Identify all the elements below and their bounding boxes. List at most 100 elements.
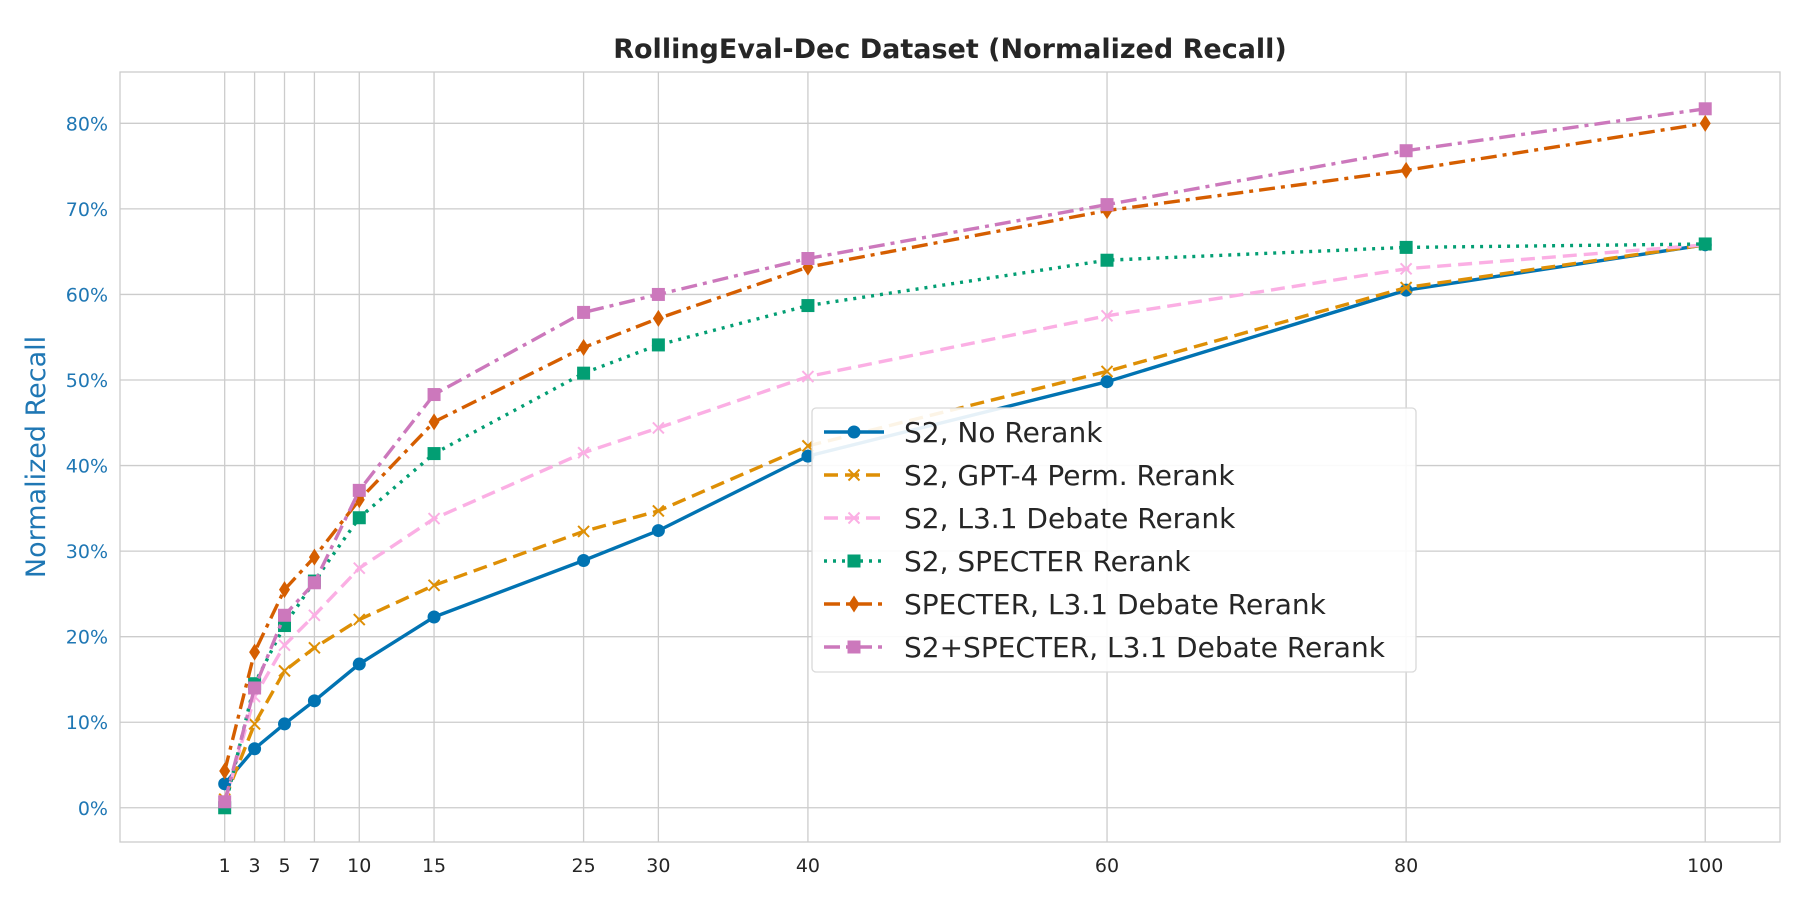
data-point xyxy=(577,305,591,319)
data-point xyxy=(278,639,291,652)
legend-entry: S2, SPECTER Rerank xyxy=(824,545,1191,578)
data-point xyxy=(578,338,590,356)
data-point xyxy=(577,366,591,380)
y-tick-label: 20% xyxy=(66,627,108,649)
data-point xyxy=(801,449,815,463)
data-point xyxy=(248,742,262,756)
x-tick-label: 100 xyxy=(1687,855,1723,877)
x-tick-label: 10 xyxy=(347,855,371,877)
y-tick-label: 40% xyxy=(66,456,108,478)
data-point xyxy=(352,657,366,671)
data-point xyxy=(278,664,291,678)
x-tick-label: 40 xyxy=(796,855,820,877)
x-tick-label: 25 xyxy=(572,855,596,877)
data-point xyxy=(1100,309,1114,323)
data-point xyxy=(1698,237,1712,251)
data-point xyxy=(308,641,321,654)
data-point xyxy=(427,447,441,461)
x-axis-ticks: 1 3 5 7 10 15 25 30 40 60 80 100 xyxy=(219,855,1724,877)
plot-frame xyxy=(119,71,1781,843)
legend-label: S2, SPECTER Rerank xyxy=(904,545,1191,578)
legend-entry: S2+SPECTER, L3.1 Debate Rerank xyxy=(824,631,1386,664)
data-point xyxy=(278,717,292,731)
chart-title: RollingEval-Dec Dataset (Normalized Reca… xyxy=(613,34,1287,65)
data-point xyxy=(1400,161,1412,179)
legend-marker xyxy=(847,511,861,525)
y-axis-label: Normalized Recall xyxy=(21,336,52,578)
data-point xyxy=(801,370,815,383)
x-tick-label: 1 xyxy=(219,855,231,877)
legend-entry: S2, No Rerank xyxy=(824,416,1103,449)
legend-entry: S2, L3.1 Debate Rerank xyxy=(824,502,1236,535)
data-point xyxy=(577,525,590,538)
y-axis-ticks: 0% 10% 20% 30% 40% 50% 60% 70% 80% xyxy=(66,113,108,819)
legend-marker xyxy=(847,468,861,482)
data-point xyxy=(249,643,261,661)
legend-marker xyxy=(847,640,861,654)
legend-label: SPECTER, L3.1 Debate Rerank xyxy=(904,588,1327,621)
x-tick-label: 30 xyxy=(646,855,670,877)
data-point xyxy=(652,421,665,435)
legend-label: S2, No Rerank xyxy=(904,416,1103,449)
data-point xyxy=(308,609,321,622)
data-point xyxy=(352,483,366,497)
data-point xyxy=(1399,281,1413,294)
y-tick-label: 60% xyxy=(66,284,108,306)
data-point xyxy=(218,795,232,809)
y-tick-label: 30% xyxy=(66,541,108,563)
data-point xyxy=(219,762,231,780)
data-point xyxy=(428,413,440,431)
data-point xyxy=(651,287,665,301)
data-point xyxy=(1100,253,1114,267)
x-tick-label: 7 xyxy=(308,855,320,877)
series-line xyxy=(223,243,1706,804)
data-point xyxy=(307,694,321,708)
y-tick-label: 80% xyxy=(66,113,108,135)
y-tick-label: 10% xyxy=(66,712,108,734)
data-point xyxy=(651,338,665,352)
data-point xyxy=(353,613,366,626)
data-point xyxy=(308,548,320,566)
data-point xyxy=(652,309,664,327)
data-point xyxy=(352,511,366,525)
y-tick-label: 70% xyxy=(66,199,108,221)
data-point xyxy=(427,579,441,592)
data-point xyxy=(278,619,292,633)
data-point xyxy=(1698,102,1712,116)
x-tick-label: 80 xyxy=(1394,855,1418,877)
data-point xyxy=(1399,144,1413,158)
data-point xyxy=(427,388,441,402)
data-point xyxy=(427,512,441,525)
data-point xyxy=(307,576,321,590)
legend-label: S2+SPECTER, L3.1 Debate Rerank xyxy=(904,631,1386,664)
series-6 xyxy=(218,102,1712,809)
data-point xyxy=(801,252,815,266)
x-tick-label: 15 xyxy=(422,855,446,877)
legend-marker xyxy=(847,425,861,439)
data-point xyxy=(1399,240,1413,254)
data-point xyxy=(651,524,665,538)
data-point xyxy=(353,562,366,575)
series-line xyxy=(223,242,1706,809)
data-point xyxy=(577,554,591,568)
data-point xyxy=(248,681,262,695)
series-line xyxy=(223,107,1706,803)
legend-marker xyxy=(847,554,861,568)
series-line xyxy=(223,121,1706,772)
data-point xyxy=(577,446,590,459)
legend: S2, No Rerank S2, GPT-4 Perm. Rerank S2, L… xyxy=(811,407,1417,673)
legend-marker xyxy=(848,595,860,613)
legend-entry: S2, GPT-4 Perm. Rerank xyxy=(824,459,1235,492)
legend-entry: SPECTER, L3.1 Debate Rerank xyxy=(824,588,1327,621)
y-tick-label: 0% xyxy=(78,798,108,820)
data-point xyxy=(801,299,815,313)
data-point xyxy=(278,608,292,622)
legend-box xyxy=(811,407,1417,673)
data-point xyxy=(1100,365,1114,378)
series-layer xyxy=(218,102,1712,815)
y-tick-label: 50% xyxy=(66,370,108,392)
data-point xyxy=(1699,114,1711,132)
x-tick-label: 3 xyxy=(249,855,261,877)
